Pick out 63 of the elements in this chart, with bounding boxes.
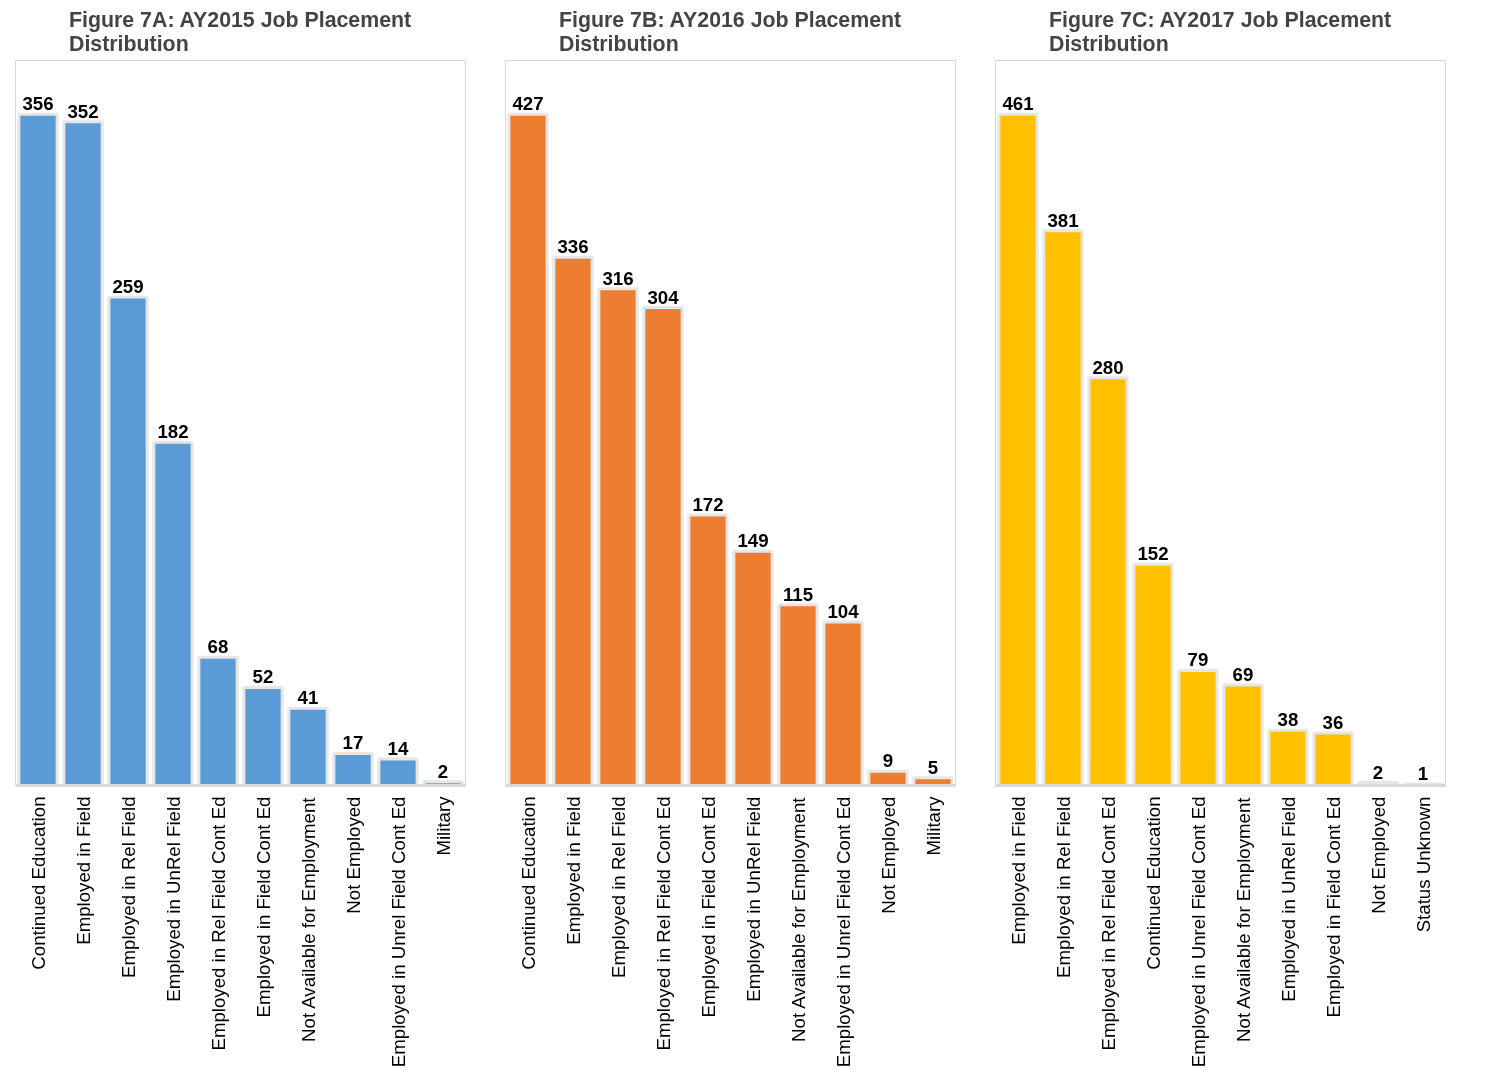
data-label: 149 xyxy=(737,530,769,552)
x-tick-label: Employed in UnRel Field xyxy=(742,796,764,1002)
x-tick-label: Employed in UnRel Field xyxy=(1277,796,1299,1002)
x-tick-label: Employed in Unrel Field Cont Ed xyxy=(387,796,409,1068)
x-tick-label: Employed in Field Cont Ed xyxy=(252,796,274,1018)
x-tick-label: Not Available for Employment xyxy=(297,796,319,1042)
data-label: 152 xyxy=(1137,543,1169,565)
data-label: 38 xyxy=(1277,709,1299,731)
x-tick-label: Employed in Unrel Field Cont Ed xyxy=(832,796,854,1068)
data-label: 259 xyxy=(112,276,144,298)
x-tick-label: Employed in Rel Field xyxy=(1052,796,1074,978)
data-label: 14 xyxy=(387,738,409,760)
x-tick-label: Employed in Field xyxy=(562,796,584,945)
data-label: 5 xyxy=(927,756,939,778)
data-label: 352 xyxy=(67,100,99,122)
data-label: 17 xyxy=(342,732,364,754)
data-label: 52 xyxy=(252,666,274,688)
x-tick-label: Employed in Rel Field xyxy=(117,796,139,978)
data-label: 104 xyxy=(827,601,860,622)
x-tick-label: Continued Education xyxy=(27,796,49,970)
chart-title: Figure 7B: AY2016 Job Placement Distribution xyxy=(559,7,902,56)
chart-title: Figure 7A: AY2015 Job Placement Distribution xyxy=(69,7,412,56)
x-tick-label: Employed in Rel Field xyxy=(607,796,629,978)
data-label: 316 xyxy=(602,267,634,289)
x-tick-label: Employed in Field Cont Ed xyxy=(1322,796,1344,1018)
data-label: 182 xyxy=(157,421,189,443)
x-tick-label: Employed in Rel Field Cont Ed xyxy=(207,796,229,1051)
x-tick-label: Continued Education xyxy=(1142,796,1164,970)
data-label: 280 xyxy=(1092,356,1124,378)
x-tick-label: Status Unknown xyxy=(1412,796,1434,933)
data-label: 336 xyxy=(557,236,589,258)
data-label: 36 xyxy=(1322,712,1344,734)
data-label: 304 xyxy=(647,286,680,308)
data-label: 427 xyxy=(512,93,544,115)
x-tick-label: Not Available for Employment xyxy=(1232,796,1254,1042)
data-label: 41 xyxy=(297,687,319,709)
data-label: 1 xyxy=(1417,763,1429,785)
x-tick-label: Employed in Field Cont Ed xyxy=(697,796,719,1018)
x-tick-label: Not Employed xyxy=(1367,796,1389,914)
x-tick-label: Employed in UnRel Field xyxy=(162,796,184,1002)
data-label: 79 xyxy=(1187,649,1209,671)
x-tick-label: Employed in Field xyxy=(72,796,94,945)
x-tick-label: Not Available for Employment xyxy=(787,796,809,1042)
data-label: 172 xyxy=(692,494,724,516)
x-tick-label: Employed in Rel Field Cont Ed xyxy=(652,796,674,1051)
data-label: 69 xyxy=(1232,664,1254,686)
chart-title: Figure 7C: AY2017 Job Placement Distribution xyxy=(1049,7,1392,56)
x-tick-label: Not Employed xyxy=(342,796,364,914)
data-label: 68 xyxy=(207,636,229,658)
x-tick-label: Military xyxy=(922,795,944,856)
data-label: 9 xyxy=(882,750,894,772)
x-tick-label: Military xyxy=(432,795,454,856)
x-tick-label: Employed in Rel Field Cont Ed xyxy=(1097,796,1119,1051)
x-tick-label: Not Employed xyxy=(877,796,899,914)
data-label: 461 xyxy=(1002,93,1034,115)
x-tick-label: Employed in Unrel Field Cont Ed xyxy=(1187,796,1209,1068)
data-label: 2 xyxy=(437,760,449,782)
data-label: 115 xyxy=(782,583,814,605)
data-label: 381 xyxy=(1047,209,1079,231)
x-tick-label: Continued Education xyxy=(517,796,539,970)
data-label: 356 xyxy=(22,93,54,115)
x-tick-label: Employed in Field xyxy=(1007,796,1029,945)
data-label: 2 xyxy=(1372,761,1384,783)
